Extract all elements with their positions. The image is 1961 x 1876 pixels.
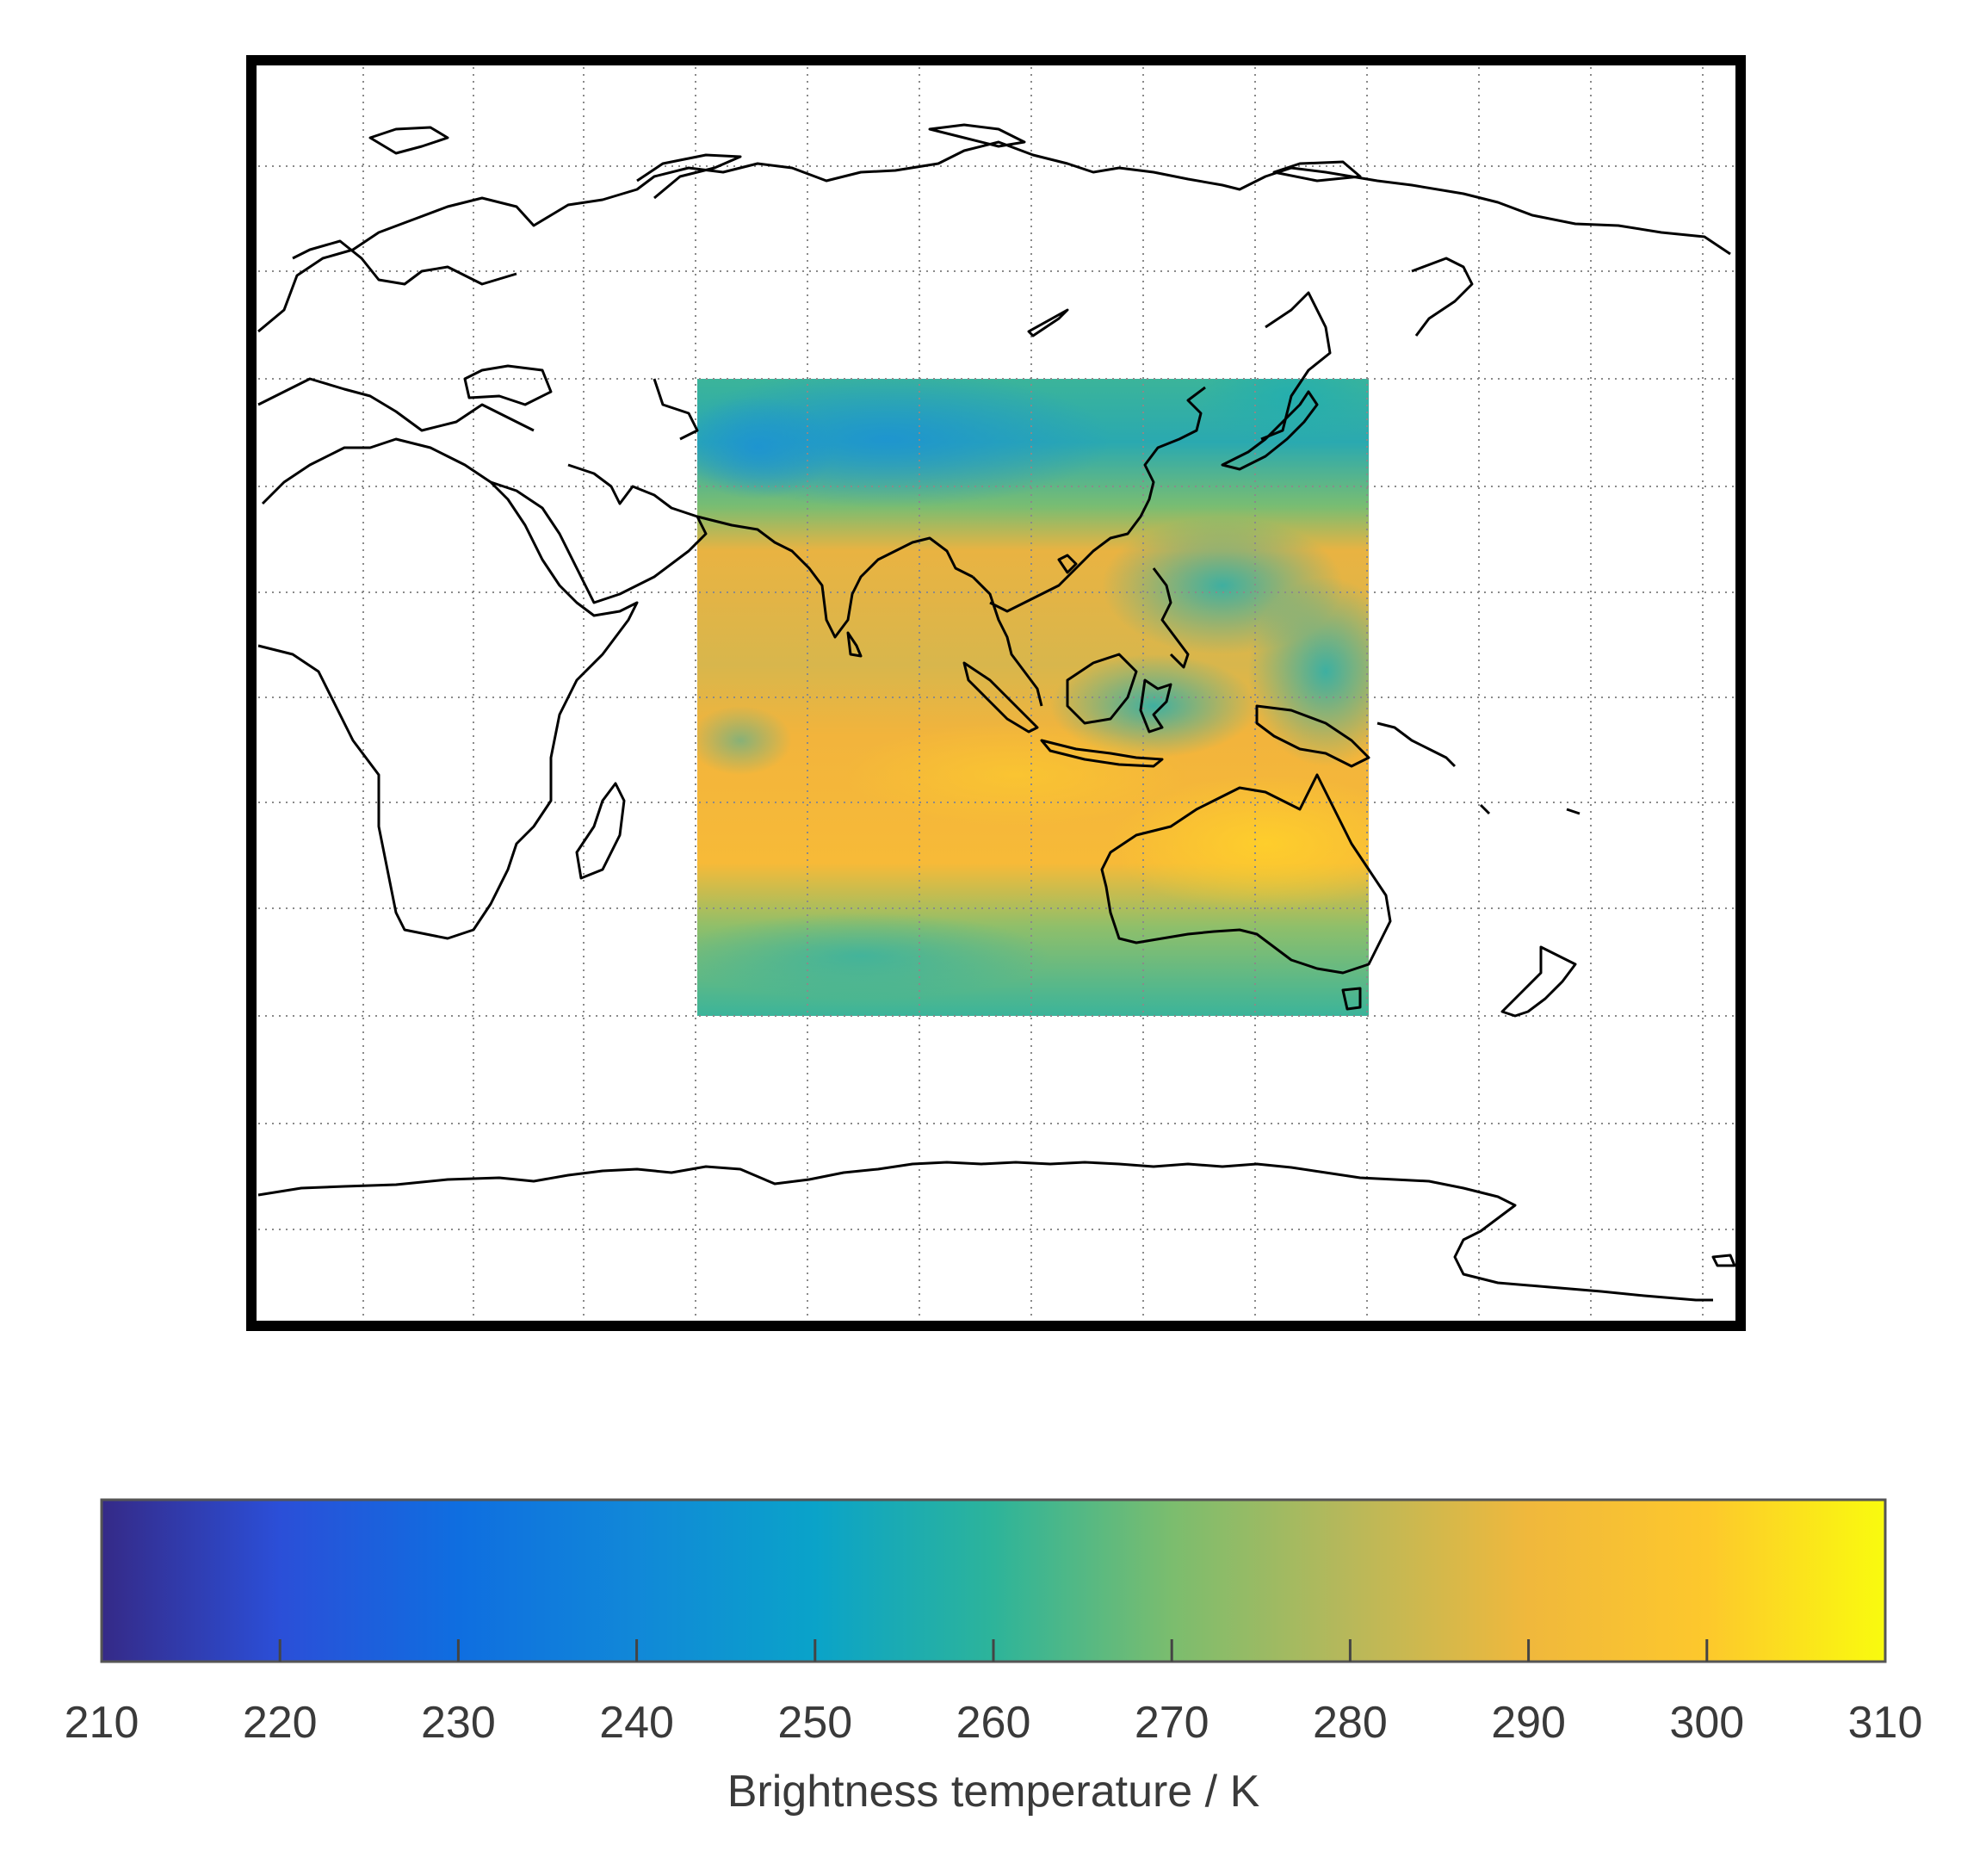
colorbar-tick-label: 240	[599, 1698, 674, 1748]
colorbar-tick-label: 220	[243, 1698, 318, 1748]
colorbar-tick-label: 300	[1669, 1698, 1744, 1748]
brightness-temperature-field	[697, 379, 1369, 1016]
colorbar-label: Brightness temperature / K	[727, 1767, 1260, 1817]
colorbar-tick-label: 260	[956, 1698, 1031, 1748]
colorbar-tick-label: 250	[777, 1698, 852, 1748]
colorbar-tick-label: 210	[65, 1698, 139, 1748]
colorbar-tick-label: 270	[1135, 1698, 1209, 1748]
graticule-grid	[258, 67, 1734, 1319]
colorbar-ticks: 210 220 230 240 250 260 270 280 290 300 310	[65, 1639, 1923, 1748]
colorbar-tick-label: 280	[1313, 1698, 1388, 1748]
map-frame-border	[246, 55, 1746, 1331]
colorbar-gradient	[100, 1498, 1887, 1663]
colorbar-tick-label: 290	[1491, 1698, 1566, 1748]
colorbar-tick-label: 310	[1848, 1698, 1923, 1748]
coastlines	[257, 123, 1736, 1302]
world-map	[246, 55, 1746, 1331]
colorbar-tick-label: 230	[421, 1698, 496, 1748]
